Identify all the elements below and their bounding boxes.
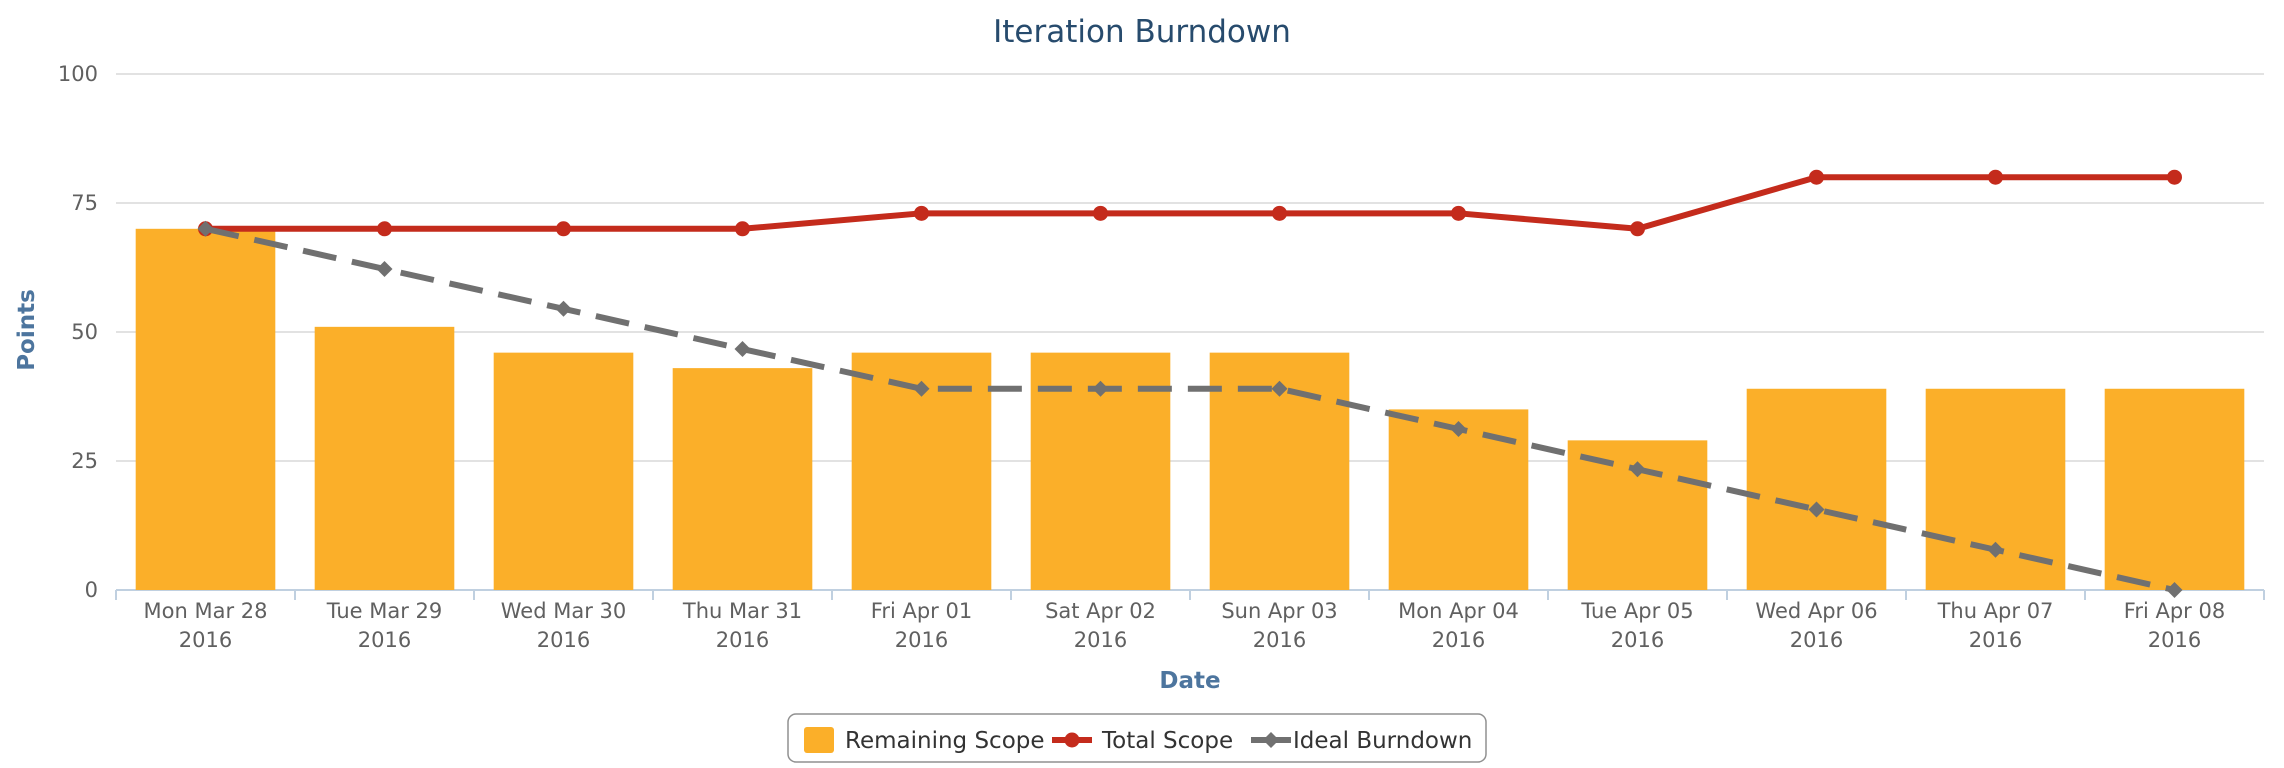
x-tick-label: Mon Apr 04: [1398, 599, 1519, 623]
total-scope-point: [1093, 205, 1108, 221]
total-scope-point: [914, 205, 929, 221]
bar: [672, 368, 813, 590]
ideal-burndown-point: [2166, 582, 2183, 598]
total-scope-point: [735, 221, 750, 237]
ideal-burndown-point: [1987, 541, 2004, 558]
legend-swatch-marker: [1064, 732, 1080, 748]
x-tick-label-year: 2016: [1611, 628, 1664, 652]
x-tick-label: Sat Apr 02: [1045, 599, 1156, 623]
y-tick-label: 50: [71, 320, 98, 344]
legend[interactable]: Remaining Scope Total Scope Ideal Burndown: [787, 713, 1487, 763]
x-tick-label: Wed Apr 06: [1755, 599, 1877, 623]
x-tick-label-year: 2016: [1253, 628, 1306, 652]
bar: [314, 326, 455, 590]
x-tick-label: Tue Mar 29: [326, 599, 443, 623]
ideal-burndown-point: [555, 300, 572, 317]
y-tick-label: 75: [71, 191, 98, 215]
x-tick-label: Thu Apr 07: [1937, 599, 2054, 623]
ideal-burndown-point: [913, 380, 930, 397]
line-series: [197, 169, 2183, 598]
x-tick-label: Fri Apr 08: [2124, 599, 2225, 623]
legend-label: Total Scope: [1101, 728, 1233, 754]
ideal-burndown-point: [1092, 380, 1109, 397]
total-scope-point: [556, 221, 571, 237]
ideal-burndown-point: [376, 261, 393, 278]
legend-item[interactable]: Ideal Burndown: [1251, 728, 1472, 754]
y-tick-label: 25: [71, 449, 98, 473]
y-tick-label: 0: [85, 578, 98, 602]
total-scope-point: [1451, 205, 1466, 221]
legend-box: [787, 713, 1487, 763]
legend-label: Remaining Scope: [845, 728, 1045, 754]
ideal-burndown-point: [197, 220, 214, 237]
bar: [1746, 388, 1887, 590]
total-scope-point: [1630, 221, 1645, 237]
total-scope-point: [1809, 169, 1824, 185]
legend-swatch: [804, 727, 834, 753]
x-tick-label: Fri Apr 01: [871, 599, 972, 623]
bar: [2104, 388, 2245, 590]
bar: [135, 228, 276, 591]
ideal-burndown-point: [1629, 461, 1646, 478]
x-tick-label: Tue Apr 05: [1580, 599, 1693, 623]
x-tick-label-year: 2016: [2148, 628, 2201, 652]
ideal-burndown-point: [734, 341, 751, 358]
y-axis-title: Points: [14, 289, 40, 371]
total-scope-line: [202, 174, 2178, 232]
x-tick-label-year: 2016: [1790, 628, 1843, 652]
ideal-burndown-point: [1271, 380, 1288, 397]
x-tick-label-year: 2016: [716, 628, 769, 652]
x-tick-label-year: 2016: [179, 628, 232, 652]
legend-item[interactable]: Remaining Scope: [804, 727, 1045, 754]
x-tick-label-year: 2016: [895, 628, 948, 652]
bar: [493, 352, 634, 590]
total-scope-point: [377, 221, 392, 237]
x-tick-label: Thu Mar 31: [682, 599, 802, 623]
total-scope-point: [1988, 169, 2003, 185]
x-tick-label-year: 2016: [537, 628, 590, 652]
x-tick-label-year: 2016: [1074, 628, 1127, 652]
legend-swatch-marker: [1263, 732, 1279, 748]
total-scope-point: [1272, 205, 1287, 221]
ideal-burndown-point: [1450, 421, 1467, 438]
x-tick-label: Wed Mar 30: [501, 599, 626, 623]
ideal-burndown-point: [1808, 501, 1825, 518]
x-tick-label-year: 2016: [1969, 628, 2022, 652]
x-tick-label-year: 2016: [1432, 628, 1485, 652]
chart-title: Iteration Burndown: [993, 14, 1291, 50]
legend-label: Ideal Burndown: [1293, 728, 1472, 754]
x-axis-ticks: Mon Mar 28 2016 Tue Mar 29 2016 Wed Mar 30 20…: [115, 590, 2265, 652]
y-axis-ticks: 0 25 50 75 100: [58, 62, 98, 602]
x-tick-label: Sun Apr 03: [1221, 599, 1337, 623]
x-tick-label-year: 2016: [358, 628, 411, 652]
y-tick-label: 100: [58, 62, 98, 86]
x-axis-title: Date: [1159, 668, 1220, 694]
legend-item[interactable]: Total Scope: [1052, 728, 1233, 754]
ideal-burndown-line: [204, 225, 2176, 593]
total-scope-point: [2167, 169, 2182, 185]
x-tick-label: Mon Mar 28: [144, 599, 268, 623]
bar-series: [135, 228, 2245, 591]
